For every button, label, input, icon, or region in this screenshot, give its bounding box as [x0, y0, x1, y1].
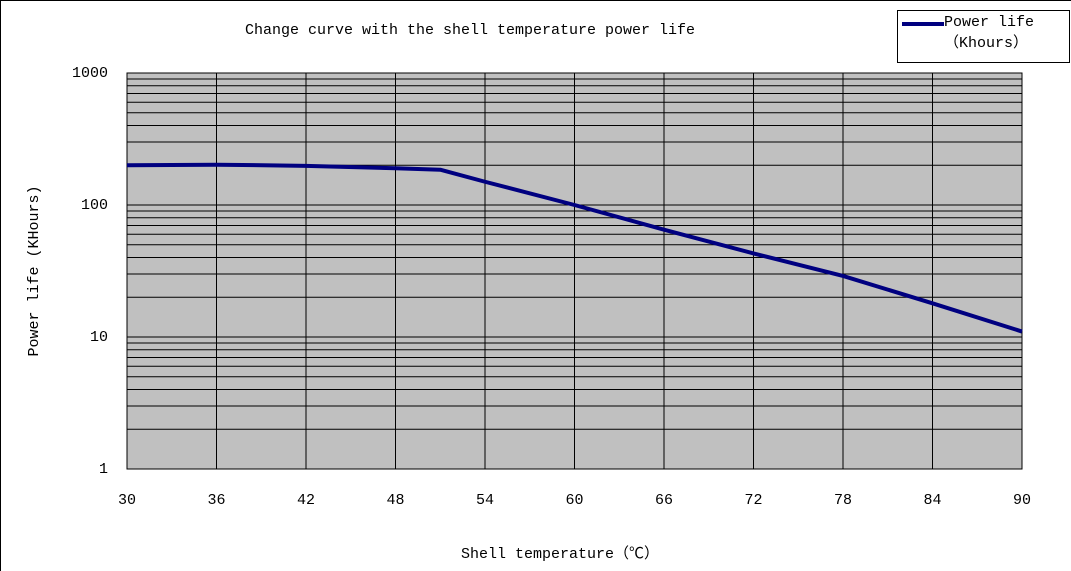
data-line: [126, 162, 1023, 334]
x-tick-label: 66: [655, 492, 673, 509]
x-tick-label: 90: [1013, 492, 1031, 509]
x-axis-label: Shell temperature（℃）: [461, 545, 659, 563]
x-tick-label: 84: [923, 492, 941, 509]
y-axis-label: Power life (KHours): [26, 185, 43, 356]
y-tick-label: 10: [90, 329, 108, 346]
x-tick-label: 60: [565, 492, 583, 509]
plot-border: [126, 72, 1023, 470]
y-tick-label: 1000: [72, 65, 108, 82]
y-tick-label: 1: [99, 461, 108, 478]
legend-box: [897, 10, 1070, 63]
x-tick-label: 42: [297, 492, 315, 509]
legend-label: Power life （Khours）: [944, 14, 1035, 52]
x-tick-label: 72: [744, 492, 762, 509]
chart-title: Change curve with the shell temperature …: [245, 22, 695, 39]
x-tick-label: 30: [118, 492, 136, 509]
x-tick-label: 36: [207, 492, 225, 509]
x-tick-label: 78: [834, 492, 852, 509]
x-tick-label: 54: [476, 492, 494, 509]
y-tick-label: 100: [81, 197, 108, 214]
x-tick-label: 48: [386, 492, 404, 509]
